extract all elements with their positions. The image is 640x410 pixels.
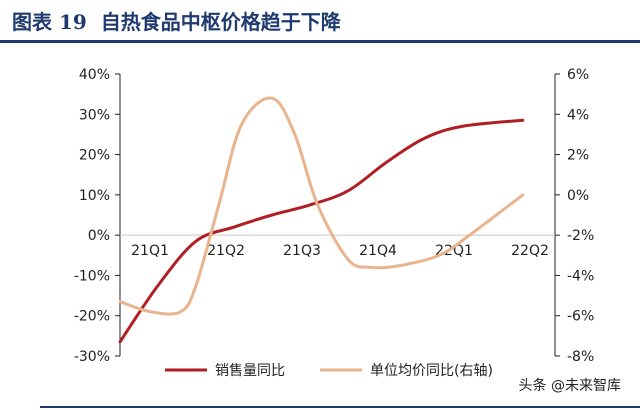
sales-volume-yoy-line [118,118,525,344]
figure-label: 图表 19 [12,10,87,34]
right-y-axis: 6% 4% 2% 0% -2% -4% -6% -8% [554,67,594,365]
category-label: 21Q1 [131,243,169,259]
title-row: 图表 19 自热食品中枢价格趋于下降 [12,6,341,34]
category-label: 22Q1 [435,243,473,259]
category-label: 21Q4 [359,243,397,259]
left-tick-label: 10% [79,188,110,204]
category-label: 22Q2 [511,243,549,259]
right-tick-label: -8% [567,349,594,365]
left-tick-label: 40% [79,67,110,83]
left-tick-label: -10% [74,268,110,284]
right-tick-label: 2% [567,148,589,164]
right-tick-label: -4% [567,268,594,284]
right-tick-label: -6% [567,309,594,325]
left-tick-label: 30% [79,107,110,123]
bottom-rule [40,406,640,408]
left-y-axis: 40% 30% 20% 10% 0% -10% -20% -30% [74,67,121,365]
left-tick-label: -30% [74,349,110,365]
unit-price-yoy-line [118,96,525,316]
legend-price-label: 单位均价同比(右轴) [370,363,493,379]
title-rule [0,40,640,43]
series-layer [118,96,525,344]
x-axis-categories: 21Q1 21Q2 21Q3 21Q4 22Q1 22Q2 [120,234,555,259]
right-tick-label: -2% [567,228,594,244]
watermark: 头条 @未来智库 [515,374,624,396]
chart-title: 自热食品中枢价格趋于下降 [100,10,341,34]
left-tick-label: 0% [88,228,110,244]
right-tick-label: 6% [567,67,589,83]
right-tick-label: 4% [567,107,589,123]
category-label: 21Q2 [207,243,245,259]
legend-sales-label: 销售量同比 [215,363,285,379]
legend: 销售量同比 单位均价同比(右轴) [165,363,493,379]
right-tick-label: 0% [567,188,589,204]
left-tick-label: 20% [79,148,110,164]
category-label: 21Q3 [283,243,321,259]
left-tick-label: -20% [74,309,110,325]
